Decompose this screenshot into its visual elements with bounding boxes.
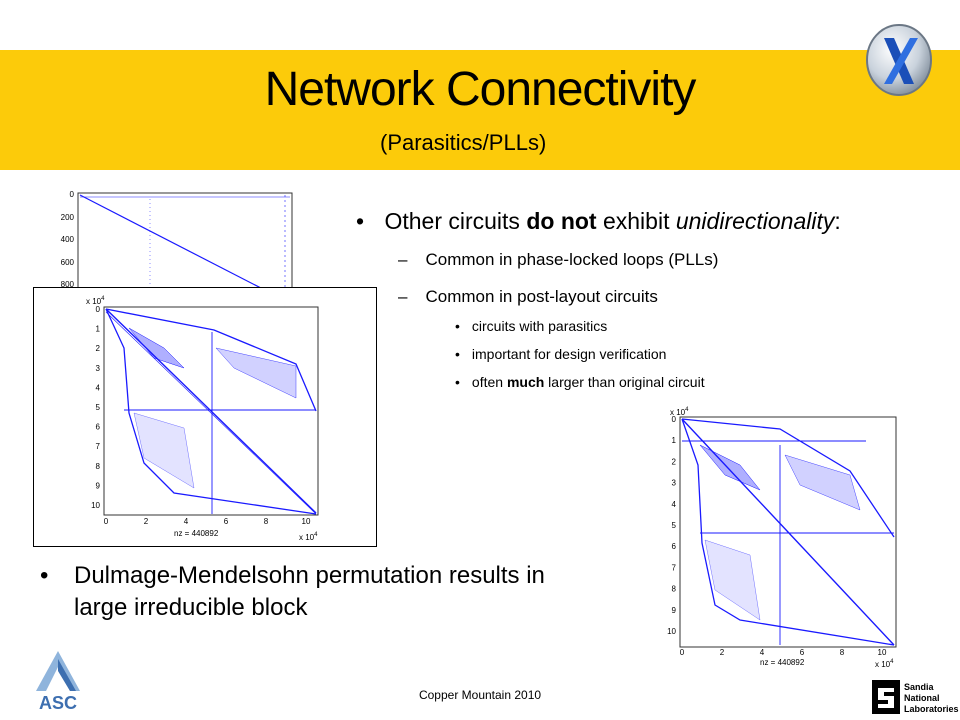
bullet-text-bold: do not [526, 208, 597, 234]
bullet-text-post: : [834, 208, 841, 234]
main-ytick-6: 6 [96, 423, 101, 432]
back-plot-frame [77, 192, 293, 295]
right-ytick-9: 9 [672, 606, 677, 615]
main-ytick-5: 5 [96, 403, 101, 412]
subsub-bullet-1: • circuits with parasitics [455, 318, 608, 334]
sparsity-plot-right: x 104 x 104 nz = 440892 0 1 2 3 4 5 6 7 8 9 10 0 2 4… [667, 407, 897, 669]
back-plot-pattern [79, 194, 290, 295]
main-ytick-8: 8 [96, 462, 101, 471]
right-ytick-10: 10 [667, 627, 676, 636]
back-tick-400: 400 [61, 235, 75, 244]
right-ytick-8: 8 [672, 585, 677, 594]
back-tick-800: 800 [61, 280, 75, 289]
main-xtick-6: 6 [224, 517, 229, 526]
subsub-bullet-2: • important for design verification [455, 346, 667, 362]
main-xtick-8: 8 [264, 517, 269, 526]
right-x-ticks: 0 2 4 6 8 10 [680, 648, 887, 657]
sparsity-plot-main: x 104 x 104 nz = 440892 0 1 2 3 4 5 6 7 8 9 10 0 2 4… [86, 296, 319, 542]
right-xtick-2: 2 [720, 648, 725, 657]
right-ytick-0: 0 [672, 415, 677, 424]
right-exp-y: x 104 [670, 407, 689, 417]
main-plot-pattern [105, 308, 317, 515]
main-ytick-1: 1 [96, 325, 101, 334]
main-xtick-4: 4 [184, 517, 189, 526]
slide-title: Network Connectivity [264, 63, 697, 116]
right-y-ticks: 0 1 2 3 4 5 6 7 8 9 10 [667, 415, 676, 636]
main-ytick-2: 2 [96, 344, 101, 353]
right-ytick-5: 5 [672, 521, 677, 530]
main-ytick-0: 0 [96, 305, 101, 314]
main-ytick-9: 9 [96, 481, 101, 490]
main-y-ticks: 0 1 2 3 4 5 6 7 8 9 10 [91, 305, 100, 510]
main-nz-label: nz = 440892 [174, 529, 219, 538]
main-xtick-0: 0 [104, 517, 109, 526]
svg-text:Laboratories: Laboratories [904, 704, 959, 714]
main-ytick-3: 3 [96, 364, 101, 373]
bullet-dot: • [356, 208, 365, 234]
main-exp-x: x 104 [299, 532, 318, 542]
main-ytick-10: 10 [91, 501, 100, 510]
main-ytick-7: 7 [96, 442, 101, 451]
right-exp-x: x 104 [875, 659, 894, 669]
title-band [0, 50, 960, 170]
back-tick-600: 600 [61, 258, 75, 267]
main-x-ticks: 0 2 4 6 8 10 [104, 517, 311, 526]
right-xtick-8: 8 [840, 648, 845, 657]
right-nz-label: nz = 440892 [760, 658, 805, 667]
right-ytick-2: 2 [672, 457, 677, 466]
bullet-text-italic: unidirectionality [675, 208, 835, 234]
asc-logo-icon: ASC [36, 651, 80, 713]
right-xtick-6: 6 [800, 648, 805, 657]
sub-bullet-2: – Common in post-layout circuits [398, 287, 658, 306]
svg-text:Sandia: Sandia [904, 682, 935, 692]
sparsity-figure-main: x 104 x 104 nz = 440892 0 1 2 3 4 5 6 7 8 9 10 0 2 4… [33, 287, 377, 547]
bottom-bullet: • Dulmage-Mendelsohn permutation results… [40, 560, 600, 624]
svg-text:ASC: ASC [39, 693, 77, 713]
subsub-bullet-3: • often much larger than original circuit [455, 374, 705, 390]
main-xtick-10: 10 [302, 517, 311, 526]
main-exp-y: x 104 [86, 296, 105, 306]
right-xtick-4: 4 [760, 648, 765, 657]
svg-text:National: National [904, 693, 940, 703]
bottom-bullet-text: Dulmage-Mendelsohn permutation results i… [74, 562, 545, 621]
x-logo-icon [866, 24, 932, 96]
right-ytick-1: 1 [672, 436, 677, 445]
footer-text: Copper Mountain 2010 [418, 688, 542, 702]
right-ytick-4: 4 [672, 500, 677, 509]
sandia-logo-icon: Sandia National Laboratories [872, 680, 959, 714]
main-bullet: • Other circuits do not exhibit unidirec… [356, 208, 841, 235]
main-xtick-2: 2 [144, 517, 149, 526]
right-ytick-6: 6 [672, 542, 677, 551]
right-ytick-7: 7 [672, 563, 677, 572]
main-ytick-4: 4 [96, 383, 101, 392]
bullet-text-pre: Other circuits [384, 208, 527, 234]
right-xtick-10: 10 [878, 648, 887, 657]
sparsity-plot-back: 0 200 400 600 800 [61, 190, 293, 295]
right-plot-pattern [681, 418, 895, 646]
right-ytick-3: 3 [672, 479, 677, 488]
bullet-text-mid: exhibit [596, 208, 676, 234]
sub-bullet-1: – Common in phase-locked loops (PLLs) [398, 250, 719, 269]
back-tick-0: 0 [70, 190, 75, 199]
back-tick-200: 200 [61, 213, 75, 222]
slide-subtitle: (Parasitics/PLLs) [380, 130, 547, 155]
right-xtick-0: 0 [680, 648, 685, 657]
